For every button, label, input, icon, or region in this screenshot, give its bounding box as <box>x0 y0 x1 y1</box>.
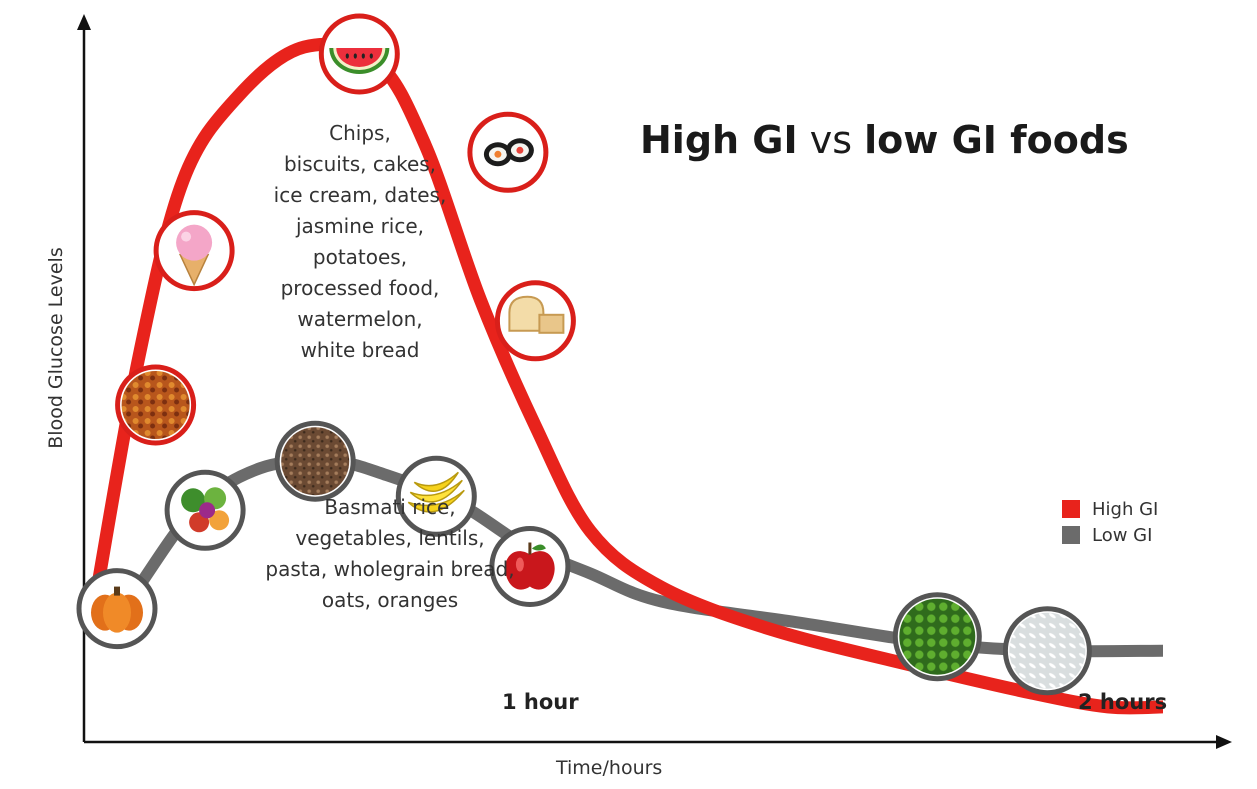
low-gi-food-line: vegetables, lentils, <box>295 526 485 550</box>
peas-icon <box>892 592 982 682</box>
title-high-gi: High GI <box>640 118 798 162</box>
legend-item-low-gi: Low GI <box>1062 522 1158 548</box>
high-gi-food-line: white bread <box>300 338 420 362</box>
high-gi-food-line: processed food, <box>280 276 440 300</box>
white-bread-icon <box>494 280 576 362</box>
legend-label-high-gi: High GI <box>1092 498 1159 520</box>
chart-title: High GI vs low GI foods <box>640 118 1200 162</box>
x-axis-label: Time/hours <box>556 757 663 779</box>
high-gi-food-line: Chips, <box>329 121 391 145</box>
sushi-icon <box>467 111 549 193</box>
vegetables-icon <box>164 469 246 551</box>
low-gi-food-list: Basmati rice, vegetables, lentils, pasta… <box>240 492 540 616</box>
basmati-rice-icon <box>1002 606 1092 696</box>
high-gi-food-line: potatoes, <box>312 245 408 269</box>
title-low-gi-foods: low GI foods <box>864 118 1129 162</box>
high-gi-food-line: biscuits, cakes, <box>283 152 437 176</box>
watermelon-icon <box>318 13 400 95</box>
apple-icon <box>489 526 571 607</box>
title-vs: vs <box>809 118 853 162</box>
bananas-icon <box>395 455 477 537</box>
x-axis-arrow-icon <box>1216 735 1232 749</box>
wholegrain-bread-icon <box>274 420 356 502</box>
legend-swatch-low-gi <box>1062 526 1080 544</box>
y-axis-label: Blood Glucose Levels <box>45 247 67 449</box>
legend: High GI Low GI <box>1062 496 1158 548</box>
legend-label-low-gi: Low GI <box>1092 524 1153 546</box>
low-gi-food-line: pasta, wholegrain bread, <box>265 557 515 581</box>
x-tick-label-2-hours: 2 hours <box>1078 690 1168 714</box>
low-gi-food-line: oats, oranges <box>321 588 459 612</box>
high-gi-food-line: ice cream, dates, <box>273 183 447 207</box>
high-gi-food-line: jasmine rice, <box>295 214 425 238</box>
pumpkin-icon <box>76 568 158 650</box>
mixed-fried-food-icon <box>115 364 197 446</box>
high-gi-food-line: watermelon, <box>297 307 423 331</box>
x-tick-label-1-hour: 1 hour <box>502 690 579 714</box>
high-gi-food-list: Chips, biscuits, cakes, ice cream, dates… <box>250 118 470 366</box>
ice-cream-icon <box>153 210 235 292</box>
legend-swatch-high-gi <box>1062 500 1080 518</box>
y-axis-arrow-icon <box>77 14 91 30</box>
low-gi-food-line: Basmati rice, <box>324 495 456 519</box>
legend-item-high-gi: High GI <box>1062 496 1158 522</box>
